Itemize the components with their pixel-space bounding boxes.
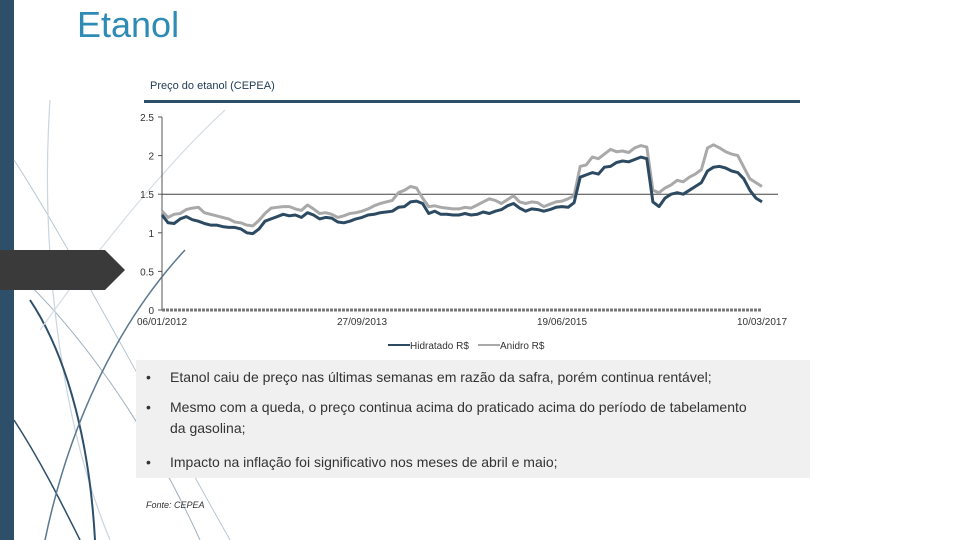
bullet-symbol: • — [146, 399, 151, 415]
x-tick-label: 06/01/2012 — [137, 317, 187, 328]
y-tick-label: 1.5 — [140, 190, 154, 201]
y-tick-label: 1 — [148, 229, 154, 240]
page-title: Etanol — [77, 4, 180, 45]
arrow-tab — [0, 250, 125, 290]
ethanol-price-chart: 0 0.5 1 1.5 2 2.5 06/01/2012 27/09/2013 19/06/20… — [137, 113, 787, 352]
bullet-text: Impacto na inflação foi significativo no… — [170, 454, 558, 470]
chart-title: Preço do etanol (CEPEA) — [150, 80, 275, 92]
bullet-symbol: • — [146, 369, 151, 385]
x-tick-label: 19/06/2015 — [537, 317, 587, 328]
chart-title-rule — [144, 100, 800, 103]
bullet-text: Etanol caiu de preço nas últimas semanas… — [170, 369, 712, 385]
legend-label: Anidro R$ — [500, 341, 545, 352]
series-line-1 — [160, 143, 763, 228]
y-tick-label: 2.5 — [140, 113, 154, 124]
y-tick-label: 0 — [148, 306, 154, 317]
bullet-text: Mesmo com a queda, o preço continua acim… — [170, 399, 747, 436]
x-tick-label: 27/09/2013 — [337, 317, 387, 328]
bullet-symbol: • — [146, 454, 151, 470]
bullet-list: • Etanol caiu de preço nas últimas seman… — [136, 360, 810, 478]
x-tick-label: 10/03/2017 — [737, 317, 787, 328]
y-tick-label: 0.5 — [140, 267, 154, 278]
series-line-0 — [160, 155, 763, 236]
source-note: Fonte: CEPEA — [146, 500, 205, 510]
y-tick-label: 2 — [148, 152, 154, 163]
legend-label: Hidratado R$ — [410, 341, 469, 352]
